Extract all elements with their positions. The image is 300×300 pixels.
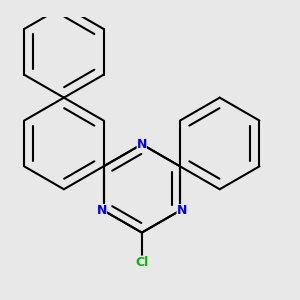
Text: N: N bbox=[176, 204, 187, 217]
Text: Cl: Cl bbox=[135, 256, 148, 268]
Text: N: N bbox=[97, 204, 107, 217]
Text: N: N bbox=[136, 138, 147, 151]
